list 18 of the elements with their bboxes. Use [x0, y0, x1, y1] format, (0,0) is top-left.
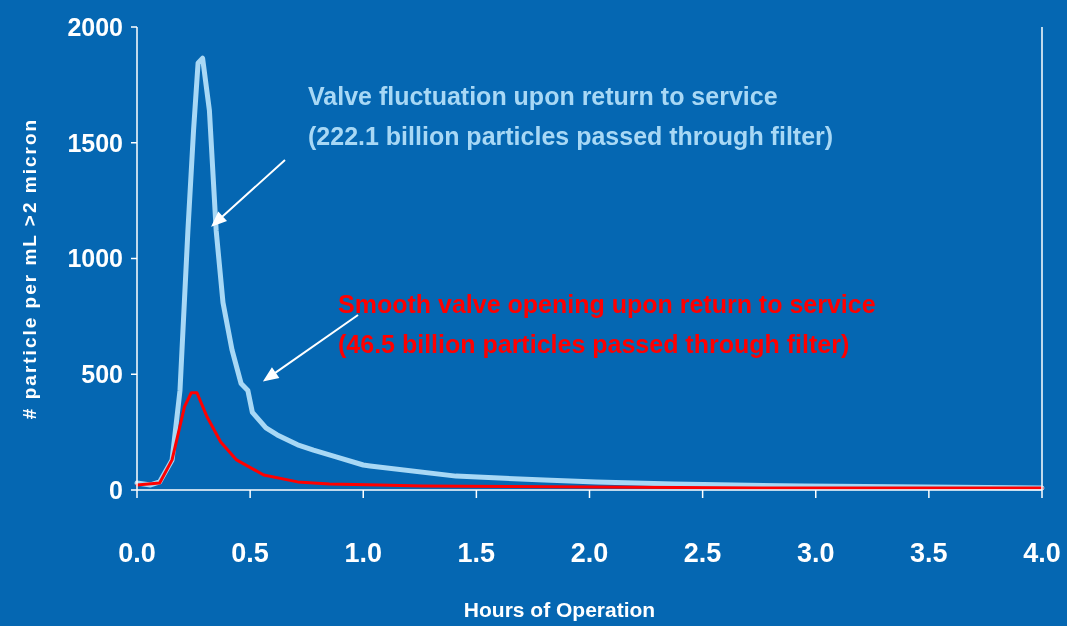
x-tick-label: 1.0: [344, 538, 383, 568]
x-tick-label: 4.0: [1023, 538, 1061, 568]
y-tick-label: 1000: [67, 244, 123, 273]
x-tick-label: 3.5: [910, 538, 948, 568]
x-tick-label: 1.5: [457, 538, 496, 568]
x-axis-title: Hours of Operation: [463, 598, 656, 621]
x-tick-label: 2.5: [683, 538, 722, 568]
x-tick-label: 2.0: [570, 538, 609, 568]
annotation: Valve fluctuation upon return to service (222.1 billion particles passed through filter): [308, 82, 834, 150]
y-tick-label: 2000: [67, 12, 123, 41]
y-tick-label: 1500: [67, 128, 123, 157]
x-tick-label: 0.0: [118, 538, 156, 568]
y-axis-title: # particle per mL >2 micron: [19, 117, 40, 420]
x-tick-label: 0.5: [231, 538, 269, 568]
y-tick-label: 500: [81, 360, 123, 388]
annotation: Smooth valve opening upon return to service (46.5 billion particles passed through filter): [338, 290, 876, 358]
x-tick-label: 3.0: [796, 538, 835, 568]
y-tick-label: 0: [109, 475, 123, 504]
